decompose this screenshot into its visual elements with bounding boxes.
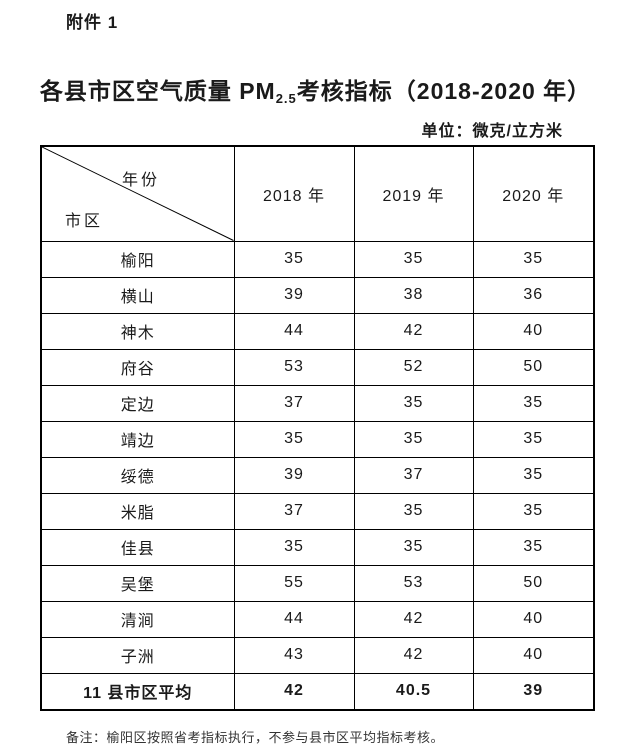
diagonal-line	[42, 147, 234, 241]
table-row: 神木 44 42 40	[40, 312, 595, 350]
year-header-2019: 2019 年	[353, 145, 474, 242]
region-cell: 米脂	[40, 492, 235, 530]
diagonal-header-cell: 年份 市区	[40, 145, 235, 242]
year-header-2020: 2020 年	[472, 145, 595, 242]
value-cell: 43	[233, 636, 355, 674]
year-header-2018: 2018 年	[233, 145, 355, 242]
table-row: 清涧 44 42 40	[40, 600, 595, 638]
table-row: 府谷 53 52 50	[40, 348, 595, 386]
region-cell: 靖边	[40, 420, 235, 458]
value-cell: 35	[353, 384, 474, 422]
summary-value-cell: 40.5	[353, 672, 474, 711]
table-row: 榆阳 35 35 35	[40, 240, 595, 278]
value-cell: 37	[233, 492, 355, 530]
value-cell: 40	[472, 600, 595, 638]
table-summary-row: 11 县市区平均 42 40.5 39	[40, 672, 595, 711]
table-row: 吴堡 55 53 50	[40, 564, 595, 602]
value-cell: 39	[233, 456, 355, 494]
value-cell: 35	[472, 528, 595, 566]
value-cell: 39	[233, 276, 355, 314]
value-cell: 35	[353, 240, 474, 278]
table-row: 横山 39 38 36	[40, 276, 595, 314]
value-cell: 40	[472, 312, 595, 350]
value-cell: 35	[472, 456, 595, 494]
value-cell: 42	[353, 312, 474, 350]
value-cell: 50	[472, 348, 595, 386]
region-cell: 吴堡	[40, 564, 235, 602]
value-cell: 35	[233, 240, 355, 278]
summary-value-cell: 39	[472, 672, 595, 711]
region-cell: 神木	[40, 312, 235, 350]
table-header-row: 年份 市区 2018 年 2019 年 2020 年	[40, 145, 595, 242]
table-row: 靖边 35 35 35	[40, 420, 595, 458]
title-subscript: 2.5	[275, 91, 297, 106]
value-cell: 35	[472, 384, 595, 422]
page-title: 各县市区空气质量 PM2.5考核指标（2018-2020 年）	[0, 72, 631, 106]
region-cell: 清涧	[40, 600, 235, 638]
region-cell: 佳县	[40, 528, 235, 566]
footnote: 备注：榆阳区按照省考指标执行，不参与县市区平均指标考核。	[66, 730, 445, 745]
value-cell: 35	[472, 492, 595, 530]
value-cell: 42	[353, 600, 474, 638]
title-prefix: 各县市区空气质量 PM	[39, 78, 276, 104]
table-row: 子洲 43 42 40	[40, 636, 595, 674]
value-cell: 53	[233, 348, 355, 386]
value-cell: 37	[233, 384, 355, 422]
value-cell: 35	[353, 420, 474, 458]
value-cell: 35	[472, 240, 595, 278]
table-row: 绥德 39 37 35	[40, 456, 595, 494]
attachment-label: 附件 1	[66, 13, 119, 32]
table-row: 米脂 37 35 35	[40, 492, 595, 530]
value-cell: 35	[233, 420, 355, 458]
value-cell: 53	[353, 564, 474, 602]
table-row: 定边 37 35 35	[40, 384, 595, 422]
unit-note: 单位：微克/立方米	[421, 123, 563, 140]
region-cell: 绥德	[40, 456, 235, 494]
value-cell: 44	[233, 312, 355, 350]
value-cell: 35	[233, 528, 355, 566]
corner-label-year: 年份	[122, 172, 161, 189]
pm25-indicator-table: 年份 市区 2018 年 2019 年 2020 年 榆阳 35 35 35 横…	[40, 145, 595, 711]
value-cell: 35	[472, 420, 595, 458]
value-cell: 37	[353, 456, 474, 494]
region-cell: 子洲	[40, 636, 235, 674]
value-cell: 35	[353, 528, 474, 566]
table-row: 佳县 35 35 35	[40, 528, 595, 566]
value-cell: 36	[472, 276, 595, 314]
corner-label-region: 市区	[65, 213, 104, 230]
value-cell: 42	[353, 636, 474, 674]
value-cell: 50	[472, 564, 595, 602]
region-cell: 定边	[40, 384, 235, 422]
value-cell: 38	[353, 276, 474, 314]
value-cell: 44	[233, 600, 355, 638]
summary-label-cell: 11 县市区平均	[40, 672, 235, 711]
region-cell: 榆阳	[40, 240, 235, 278]
value-cell: 40	[472, 636, 595, 674]
title-suffix: 考核指标（2018-2020 年）	[296, 78, 592, 104]
value-cell: 52	[353, 348, 474, 386]
region-cell: 府谷	[40, 348, 235, 386]
region-cell: 横山	[40, 276, 235, 314]
summary-value-cell: 42	[233, 672, 355, 711]
value-cell: 35	[353, 492, 474, 530]
value-cell: 55	[233, 564, 355, 602]
